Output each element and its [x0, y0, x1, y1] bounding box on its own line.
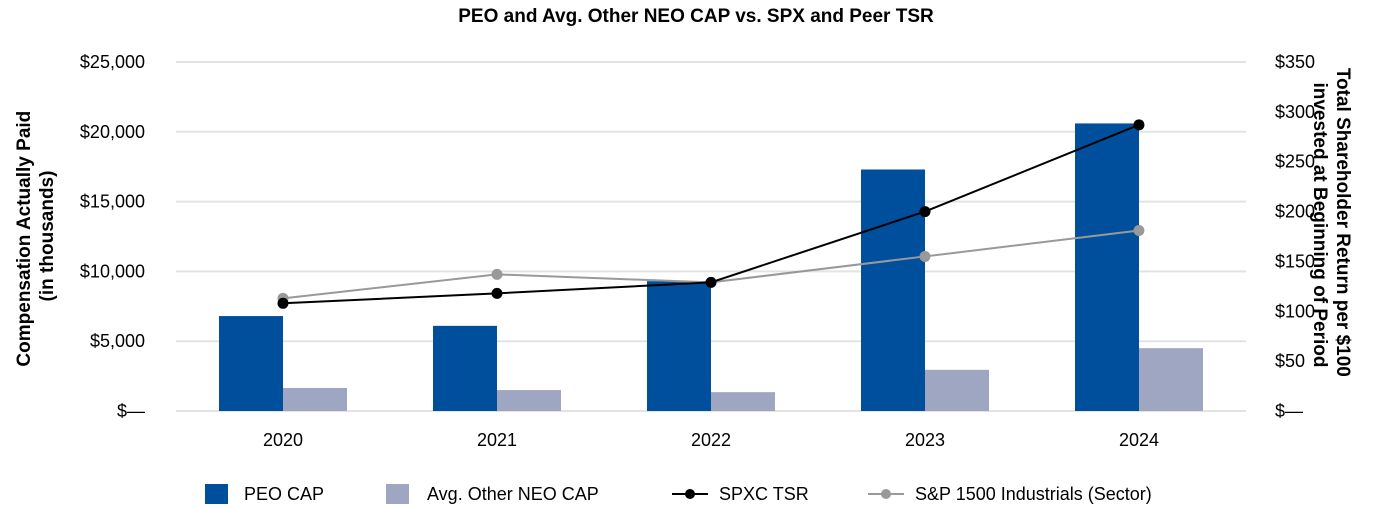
legend-swatch-avg-neo-cap — [386, 484, 409, 504]
point-spxc-tsr — [919, 206, 931, 218]
right-axis-title-line-2: invested at Beginning of Period — [1309, 82, 1330, 367]
point-s-p-1500-industrials-sector- — [491, 268, 503, 280]
legend-marker-sp1500 — [881, 489, 891, 499]
bar-peo-cap — [219, 316, 283, 411]
bar-peo-cap — [1075, 123, 1139, 411]
bar-peo-cap — [861, 169, 925, 411]
chart-title: PEO and Avg. Other NEO CAP vs. SPX and P… — [458, 6, 934, 27]
gridlines — [176, 61, 1246, 412]
left-axis-title-line-1: Compensation Actually Paid — [14, 111, 35, 367]
bar-avg-other-neo-cap — [925, 369, 989, 411]
bars — [219, 123, 1203, 411]
right-tick-label: $100 — [1275, 301, 1315, 321]
left-tick-label: $— — [117, 401, 145, 421]
right-axis-ticks: $— $50 $100 $150 $200 $250 $300 $350 — [1275, 52, 1315, 421]
legend-label-avg-neo-cap: Avg. Other NEO CAP — [427, 484, 599, 504]
left-axis-title: Compensation Actually Paid (in thousands… — [14, 105, 58, 366]
right-axis-title-line-1: Total Shareholder Return per $100 — [1332, 68, 1353, 377]
x-tick-label: 2023 — [905, 430, 945, 450]
left-axis-title-line-2: (in thousands) — [37, 171, 58, 302]
x-tick-label: 2022 — [691, 430, 731, 450]
legend-label-peo-cap: PEO CAP — [244, 484, 324, 504]
point-s-p-1500-industrials-sector- — [1133, 225, 1145, 237]
legend-swatch-peo-cap — [205, 484, 228, 504]
bar-peo-cap — [647, 281, 711, 411]
legend-marker-spxc-tsr — [685, 489, 695, 499]
bar-avg-other-neo-cap — [497, 390, 561, 411]
left-tick-label: $5,000 — [90, 331, 145, 351]
bar-peo-cap — [433, 325, 497, 411]
bar-avg-other-neo-cap — [711, 392, 775, 411]
point-spxc-tsr — [277, 297, 289, 309]
right-axis-title: Total Shareholder Return per $100 invest… — [1309, 68, 1353, 382]
legend-label-sp1500: S&P 1500 Industrials (Sector) — [915, 484, 1152, 504]
point-s-p-1500-industrials-sector- — [919, 250, 931, 262]
right-tick-label: $150 — [1275, 251, 1315, 271]
point-spxc-tsr — [1133, 119, 1145, 131]
x-axis-ticks: 2020 2021 2022 2023 2024 — [263, 430, 1159, 450]
right-tick-label: $50 — [1275, 351, 1305, 371]
right-tick-label: $350 — [1275, 52, 1315, 72]
legend: PEO CAP Avg. Other NEO CAP SPXC TSR S&P … — [205, 484, 1152, 504]
line-spxc-tsr — [282, 123, 1140, 305]
left-tick-label: $15,000 — [80, 192, 145, 212]
right-tick-label: $200 — [1275, 202, 1315, 222]
bar-avg-other-neo-cap — [283, 387, 347, 411]
x-tick-label: 2024 — [1119, 430, 1159, 450]
left-axis-ticks: $— $5,000 $10,000 $15,000 $20,000 $25,000 — [80, 52, 145, 421]
right-tick-label: $— — [1275, 401, 1303, 421]
point-spxc-tsr — [491, 287, 503, 299]
lines — [277, 119, 1145, 309]
left-tick-label: $25,000 — [80, 52, 145, 72]
left-tick-label: $20,000 — [80, 122, 145, 142]
x-tick-label: 2020 — [263, 430, 303, 450]
legend-label-spxc-tsr: SPXC TSR — [719, 484, 809, 504]
right-tick-label: $300 — [1275, 102, 1315, 122]
point-spxc-tsr — [705, 276, 717, 288]
right-tick-label: $250 — [1275, 152, 1315, 172]
x-tick-label: 2021 — [477, 430, 517, 450]
left-tick-label: $10,000 — [80, 261, 145, 281]
bar-avg-other-neo-cap — [1139, 348, 1203, 411]
